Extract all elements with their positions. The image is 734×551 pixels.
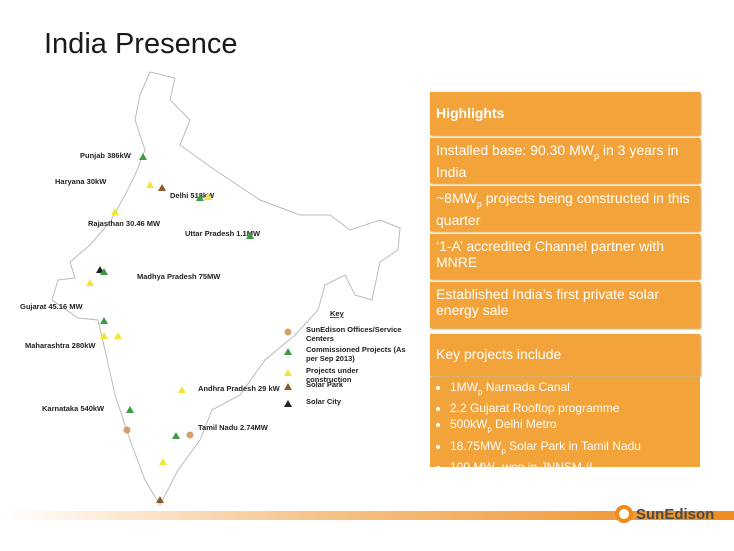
state-label: Maharashtra 280kW: [25, 341, 96, 350]
text-part: p: [476, 198, 482, 209]
highlight-item: ~8MWp projects being constructed in this…: [430, 186, 700, 231]
marker: [100, 317, 108, 324]
marker: [86, 279, 94, 286]
state-label: Karnataka 540kW: [42, 404, 105, 413]
text-part: in 3 years in India: [436, 142, 679, 180]
slide-title: India Presence: [44, 28, 238, 60]
text-part: 100 MW: [450, 460, 495, 475]
marker: [156, 496, 164, 503]
text-part: p: [487, 424, 492, 434]
key-item: Commissioned Projects (As per Sep 2013): [306, 345, 406, 363]
marker: [196, 194, 204, 201]
text-part: ‘1-A’ accredited Channel partner with MN…: [436, 238, 665, 270]
highlight-item: ‘1-A’ accredited Channel partner with MN…: [430, 234, 700, 279]
project-item: 100 MWp won in JNNSM-II: [450, 459, 700, 480]
project-item: 1MWp Narmada Canal: [450, 379, 700, 400]
marker: [114, 332, 122, 339]
marker: [96, 266, 104, 273]
text-part: Delhi Metro: [491, 417, 557, 432]
marker: [284, 369, 292, 376]
text-part: p: [478, 387, 483, 397]
text-part: Solar Park in Tamil Nadu: [505, 438, 641, 453]
state-label: Gujarat 45.16 MW: [20, 302, 83, 311]
marker: [139, 153, 147, 160]
highlights-header: Highlights: [430, 92, 700, 135]
text-part: p: [501, 446, 506, 456]
india-outline: [51, 71, 401, 507]
state-label: Haryana 30kW: [55, 177, 107, 186]
marker: [186, 431, 194, 439]
marker: [246, 232, 254, 239]
text-part: 2.2 Gujarat Rooftop programme: [450, 401, 620, 416]
text-part: 18.75MW: [450, 438, 502, 453]
state-label: Rajasthan 30.46 MW: [88, 219, 161, 228]
text-part: 1MW: [450, 380, 478, 394]
key-item: Solar Park: [306, 380, 344, 389]
text-part: 500kW: [450, 417, 488, 432]
projects-box: 1MWp Narmada Canal2.2 Gujarat Rooftop pr…: [430, 377, 700, 477]
logo-text: SunEdison: [636, 506, 715, 523]
footer-bar: [0, 511, 734, 520]
highlight-item: Established India’s first private solar …: [430, 282, 700, 328]
text-part: Key projects include: [436, 346, 562, 362]
marker: [284, 328, 292, 336]
text-part: Established India’s first private solar …: [436, 286, 660, 318]
state-label: Andhra Pradesh 29 kW: [198, 384, 281, 393]
marker: [204, 193, 212, 200]
project-item: 18.75MWp Solar Park in Tamil Nadu: [450, 438, 700, 459]
key-title: Key: [330, 309, 345, 318]
key-item: SunEdison Offices/Service Centers: [306, 325, 401, 343]
key-item: Projects under construction: [306, 366, 359, 384]
project-item: 500kWp Delhi Metro: [450, 416, 700, 437]
text-part: Narmada Canal: [482, 380, 570, 394]
text-part: projects being constructed in this quart…: [436, 190, 690, 228]
marker: [284, 383, 292, 390]
state-label: Madhya Pradesh 75MW: [137, 272, 221, 281]
marker: [178, 386, 186, 393]
marker: [284, 348, 292, 355]
highlight-item: Installed base: 90.30 MWp in 3 years in …: [430, 138, 700, 183]
marker: [146, 181, 154, 188]
state-label: Tamil Nadu 2.74MW: [198, 423, 269, 432]
text-part: Installed base: 90.30 MW: [436, 142, 594, 158]
state-label: Delhi 518kW: [170, 191, 215, 200]
text-part: ~8MW: [436, 190, 477, 206]
marker: [100, 332, 108, 339]
marker: [284, 400, 292, 407]
marker: [126, 406, 134, 413]
highlight-item: Key projects include: [430, 334, 700, 376]
text-part: p: [593, 150, 599, 161]
project-item: 2.2 Gujarat Rooftop programme: [450, 400, 700, 416]
marker: [111, 208, 119, 215]
state-label: Uttar Pradesh 1.1MW: [185, 229, 261, 238]
text-part: won in JNNSM-II: [499, 460, 593, 475]
state-label: Punjab 386kW: [80, 151, 132, 160]
marker: [123, 426, 131, 434]
key-item: Solar City: [306, 397, 342, 406]
marker: [158, 184, 166, 191]
text-part: p: [494, 467, 500, 477]
marker: [159, 458, 167, 465]
marker: [172, 432, 180, 439]
marker: [100, 268, 108, 275]
